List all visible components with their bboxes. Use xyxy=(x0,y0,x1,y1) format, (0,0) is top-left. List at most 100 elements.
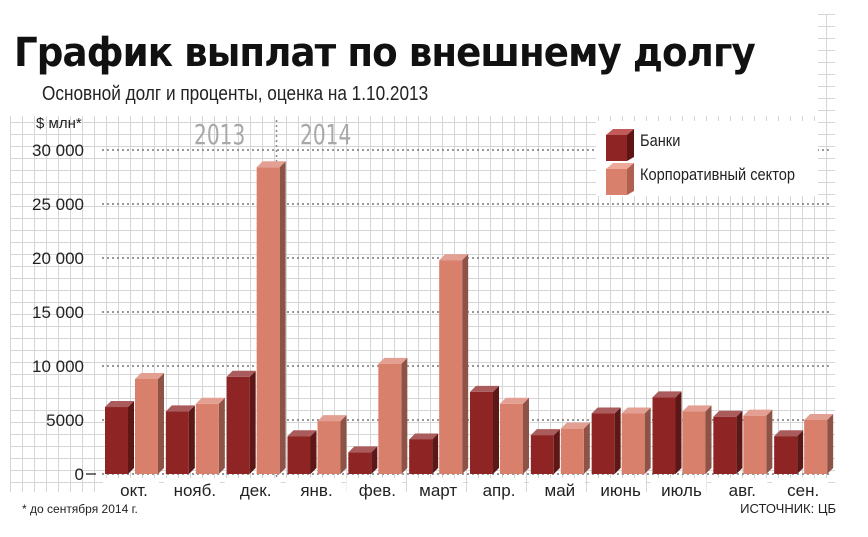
corporate-bar-front xyxy=(560,428,584,474)
corporate-bar-top xyxy=(682,405,712,412)
corporate-bar xyxy=(621,407,651,474)
bank-bar-front xyxy=(713,416,737,474)
corporate-bar-side xyxy=(583,422,590,474)
bank-bar xyxy=(226,370,256,474)
header-panel xyxy=(10,14,818,116)
bank-bar-top xyxy=(348,446,378,453)
legend-swatch-corporate xyxy=(606,163,634,195)
x-tick-label-bg xyxy=(650,478,707,500)
legend-item-corporate: Корпоративный сектор xyxy=(596,161,826,195)
x-tick-label-bg xyxy=(346,478,403,500)
bank-bar-front xyxy=(348,452,372,474)
bank-bar-top xyxy=(652,391,682,398)
bank-bar xyxy=(530,429,560,474)
corporate-bar-side xyxy=(644,407,651,474)
y-tick-label: 15 000 xyxy=(32,303,84,322)
bank-bar-top xyxy=(226,370,256,377)
footnote: * до сентября 2014 г. xyxy=(22,502,138,516)
x-tick-label: июнь xyxy=(600,481,641,500)
y-axis-unit-label: $ млн* xyxy=(36,115,82,132)
bank-bar-side xyxy=(249,370,256,474)
corporate-bar-side xyxy=(218,397,225,474)
x-tick-label: окт. xyxy=(120,481,148,500)
bank-bar xyxy=(652,391,682,474)
corporate-bar-top xyxy=(804,414,834,420)
bank-bar-side xyxy=(675,391,682,474)
bank-bar-top xyxy=(591,407,621,414)
legend-item-banks: Банки xyxy=(596,127,826,161)
bank-bar-top xyxy=(409,433,439,440)
corporate-bar-top xyxy=(743,409,773,416)
y-tick-label: 25 000 xyxy=(32,195,84,214)
x-tick-label-bg xyxy=(589,478,646,500)
bank-bar xyxy=(287,430,317,474)
x-tick-label-bg xyxy=(772,478,829,500)
bank-bar-front xyxy=(470,391,493,474)
bank-bar xyxy=(409,433,439,474)
legend-swatch-banks xyxy=(606,129,634,161)
bank-bar-front xyxy=(226,376,250,474)
corporate-bar-front xyxy=(378,363,402,474)
corporate-bar xyxy=(256,161,286,474)
bank-bar xyxy=(713,410,743,474)
x-tick-label-bg xyxy=(528,478,585,500)
corporate-bar-front xyxy=(804,420,828,474)
corporate-bar-side xyxy=(523,397,529,474)
bank-bar-side xyxy=(432,433,439,474)
bank-bar-top xyxy=(774,430,804,437)
x-tick-label-bg xyxy=(285,478,342,500)
corporate-bar xyxy=(560,422,590,474)
legend-label-corporate: Корпоративный сектор xyxy=(640,165,796,184)
corporate-bar xyxy=(439,254,469,474)
corporate-bar-top xyxy=(439,254,469,261)
y-tick-label: 30 000 xyxy=(32,141,84,160)
x-tick-label: авг. xyxy=(729,481,756,500)
x-tick-label-bg xyxy=(224,478,281,500)
y-tick-label: 0 xyxy=(75,465,84,484)
bank-bar-side xyxy=(614,407,621,474)
x-tick-label: июль xyxy=(661,481,702,500)
bank-bar-side xyxy=(736,410,743,474)
corporate-bar-top xyxy=(621,407,651,414)
corporate-bar-front xyxy=(682,411,706,474)
chart-subtitle: Основной долг и проценты, оценка на 1.10… xyxy=(42,83,429,105)
x-tick-label-bg xyxy=(468,478,524,500)
corporate-bar-side xyxy=(340,415,347,474)
bank-bar-front xyxy=(652,397,676,474)
y-tick-label: 5000 xyxy=(46,411,84,430)
bank-bar-side xyxy=(188,405,195,474)
bank-bar-top xyxy=(470,385,499,392)
bank-bar-front xyxy=(409,439,433,474)
corporate-bar-top xyxy=(135,372,164,379)
y-tick-label: 10 000 xyxy=(32,357,84,376)
corporate-bar-top xyxy=(195,397,225,404)
bank-bar-top xyxy=(530,429,560,436)
bank-bar-side xyxy=(797,430,804,474)
corporate-bar-front xyxy=(500,403,523,474)
x-tick-label: май xyxy=(545,481,576,500)
bank-bar-top xyxy=(105,401,134,408)
corporate-bar xyxy=(804,414,834,474)
x-tick-label-bg xyxy=(711,478,768,500)
bank-bar xyxy=(348,446,378,474)
x-tick-label: дек. xyxy=(240,481,272,500)
legend: Банки Корпоративный сектор xyxy=(596,121,818,196)
corporate-bar-top xyxy=(560,422,590,429)
bank-bar-side xyxy=(553,429,560,474)
corporate-bar-top xyxy=(378,357,408,364)
bank-bar xyxy=(470,385,499,474)
year-label-2013: 2013 xyxy=(194,118,246,151)
corporate-bar-front xyxy=(135,378,158,474)
x-tick-label: март xyxy=(419,481,457,500)
x-tick-label-bg xyxy=(103,478,159,500)
corporate-bar-side xyxy=(462,254,469,474)
legend-label-banks: Банки xyxy=(640,131,681,150)
corporate-bar-side xyxy=(766,409,773,474)
bank-bar-front xyxy=(591,413,615,474)
corporate-bar-front xyxy=(195,403,219,474)
corporate-bar-side xyxy=(158,372,164,474)
bank-bar-side xyxy=(128,401,134,474)
x-tick-label-bg xyxy=(407,478,464,500)
x-tick-label: сен. xyxy=(787,481,819,500)
chart-title: График выплат по внешнему долгу xyxy=(14,30,756,76)
